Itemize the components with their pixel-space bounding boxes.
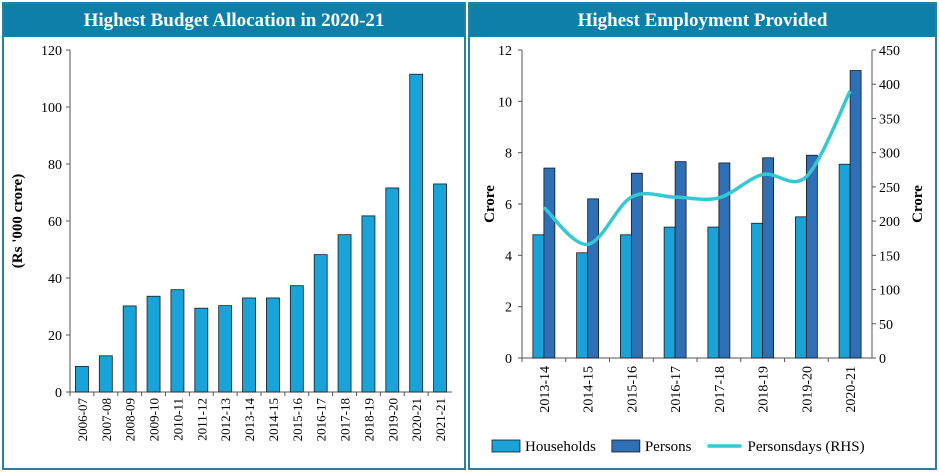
- employment-chart-panel: Highest Employment Provided 0 2 4 6 8 10 12 0 50…: [468, 2, 937, 470]
- y-tick-label: 12: [498, 44, 512, 59]
- bar: [146, 295, 161, 393]
- bar: [218, 305, 233, 393]
- bar: [75, 365, 89, 393]
- y-tick-label: 2: [505, 301, 512, 316]
- y2-tick-label: 200: [879, 215, 900, 230]
- persons-bar: [718, 162, 731, 359]
- y2-tick-label: 100: [879, 284, 900, 299]
- x-tick-label: 2009-10: [147, 398, 162, 441]
- budget-chart: 0 20 40 60 80 100 120 (Rs '000 crore) 2006-07 200…: [10, 44, 452, 442]
- x-tick-label: 2017-18: [338, 398, 353, 441]
- y-tick-label: 10: [498, 95, 512, 110]
- personsdays-line: [542, 90, 852, 247]
- y2-axis-title: Crore: [910, 185, 926, 223]
- x-tick-label: 2019-20: [800, 366, 815, 413]
- x-tick-label: 2019-20: [385, 398, 400, 441]
- x-tick-label: 2008-09: [123, 398, 138, 441]
- x-tick-label: 2020-21: [844, 366, 859, 413]
- households-bar: [663, 226, 676, 359]
- bar: [98, 355, 113, 393]
- households-bar: [619, 234, 632, 359]
- y-tick-label: 100: [41, 101, 62, 116]
- x-tick-label: 2015-16: [625, 366, 640, 413]
- employment-chart: 0 2 4 6 8 10 12 0 50 100 150 200 250 300 350 400 450 Cror…: [482, 44, 926, 455]
- y2-tick-label: 250: [879, 181, 900, 196]
- y-tick-label: 6: [505, 198, 512, 213]
- x-tick-label: 2013-14: [242, 398, 257, 442]
- persons-bar: [762, 157, 775, 359]
- x-tick-label: 2015-16: [290, 398, 305, 442]
- legend-label: Persons: [645, 439, 692, 455]
- bar: [385, 187, 400, 393]
- y-tick-label: 20: [48, 329, 62, 344]
- bar: [337, 234, 352, 393]
- bar: [194, 307, 209, 393]
- legend-swatch: [491, 439, 521, 453]
- persons-bar: [630, 172, 643, 359]
- y-tick-label: 40: [48, 272, 62, 287]
- legend-swatch: [611, 439, 641, 453]
- x-tick-label: 2013-14: [538, 366, 553, 413]
- persons-bar: [805, 154, 818, 359]
- x-tick-label: 2018-19: [757, 366, 772, 413]
- households-bar: [838, 163, 851, 359]
- y-tick-label: 120: [41, 44, 62, 59]
- x-tick-label: 2014-15: [582, 366, 597, 413]
- legend-label: Households: [525, 439, 596, 455]
- y-tick-label: 0: [505, 352, 512, 367]
- households-bar: [751, 222, 764, 359]
- bar: [409, 73, 424, 393]
- bar: [313, 254, 328, 393]
- bar: [266, 297, 280, 393]
- bar: [433, 183, 447, 393]
- y-tick-label: 4: [505, 249, 512, 264]
- x-tick-label: 2006-07: [75, 398, 90, 442]
- x-tick-label: 2011-12: [194, 398, 209, 441]
- bar: [122, 305, 137, 393]
- employment-chart-title: Highest Employment Provided: [470, 4, 935, 37]
- bar: [289, 285, 304, 393]
- bar: [170, 289, 185, 393]
- households-bar: [707, 226, 720, 359]
- y-tick-label: 80: [48, 158, 62, 173]
- y2-tick-label: 0: [879, 352, 886, 367]
- x-tick-label: 2016-17: [314, 398, 329, 442]
- persons-bar: [587, 198, 600, 359]
- y2-tick-label: 150: [879, 249, 900, 264]
- budget-chart-panel: Highest Budget Allocation in 2020-21 0 20…: [2, 2, 466, 470]
- persons-bar: [849, 70, 862, 359]
- households-bar: [532, 234, 545, 359]
- y2-tick-label: 400: [879, 78, 900, 93]
- persons-bar: [543, 167, 556, 359]
- x-tick-label: 2016-17: [669, 366, 684, 413]
- y2-tick-label: 450: [879, 44, 900, 59]
- bar: [242, 297, 256, 393]
- y2-tick-label: 350: [879, 112, 900, 127]
- y-tick-label: 0: [55, 386, 62, 401]
- legend-label: Personsdays (RHS): [748, 439, 865, 455]
- bar: [361, 215, 376, 393]
- x-tick-label: 2012-13: [218, 398, 233, 441]
- x-tick-label: 2007-08: [99, 398, 114, 441]
- persons-bar: [674, 161, 687, 359]
- y-axis-title: Crore: [482, 185, 498, 223]
- x-tick-label: 2017-18: [713, 366, 728, 413]
- budget-chart-title: Highest Budget Allocation in 2020-21: [4, 4, 464, 37]
- x-tick-label: 2018-19: [361, 398, 376, 441]
- y-axis-title: (Rs '000 crore): [10, 174, 26, 268]
- x-tick-label: 2020-21: [409, 398, 424, 441]
- y2-tick-label: 50: [879, 318, 893, 333]
- x-tick-label: 2014-15: [266, 398, 281, 441]
- households-bar: [576, 252, 589, 359]
- x-tick-label: 2010-11: [170, 398, 185, 441]
- y2-tick-label: 300: [879, 147, 900, 162]
- y-tick-label: 8: [505, 147, 512, 162]
- households-bar: [794, 216, 807, 359]
- x-tick-label: 2021-21: [433, 398, 448, 441]
- y-tick-label: 60: [48, 215, 62, 230]
